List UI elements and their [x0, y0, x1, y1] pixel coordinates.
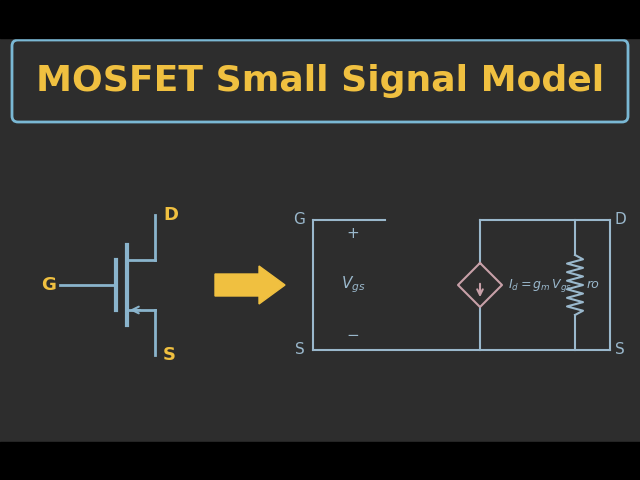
Text: −: −	[347, 328, 360, 344]
Text: D: D	[163, 206, 178, 224]
FancyBboxPatch shape	[12, 40, 628, 122]
FancyArrow shape	[215, 266, 285, 304]
Text: ro: ro	[587, 278, 600, 291]
Text: MOSFET Small Signal Model: MOSFET Small Signal Model	[36, 64, 604, 98]
Text: D: D	[615, 213, 627, 228]
Text: G: G	[293, 213, 305, 228]
Bar	[0, 442, 640, 480]
Bar	[0, 0, 640, 38]
Text: S: S	[615, 343, 625, 358]
Text: S: S	[163, 346, 176, 364]
Text: $I_d = g_m\,V_{gs}$: $I_d = g_m\,V_{gs}$	[508, 276, 572, 293]
Text: $V_{gs}$: $V_{gs}$	[340, 275, 365, 295]
Text: G: G	[41, 276, 56, 294]
Text: S: S	[295, 343, 305, 358]
Text: +: +	[347, 227, 360, 241]
